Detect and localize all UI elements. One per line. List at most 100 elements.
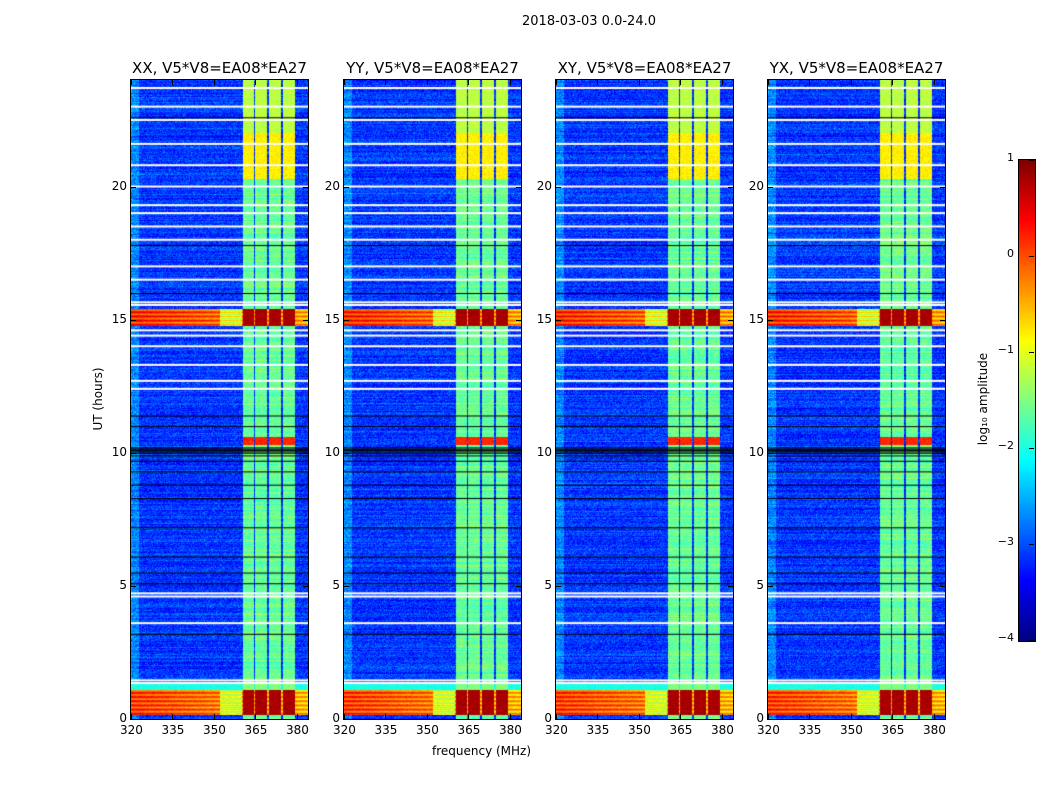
- x-tick-mark: [213, 80, 215, 85]
- y-tick-mark: [728, 186, 733, 188]
- x-tick-mark: [892, 80, 894, 85]
- y-tick-mark: [344, 452, 349, 454]
- x-tick-mark: [850, 80, 852, 85]
- spectrogram-heatmap: [344, 80, 521, 719]
- panel-title: YX, V5*V8=EA08*EA27: [769, 59, 944, 77]
- y-tick-mark: [768, 585, 773, 587]
- x-tick-mark: [768, 714, 769, 719]
- x-tick-mark: [721, 714, 723, 719]
- x-tick-label: 350: [202, 723, 226, 737]
- y-tick-label: 20: [324, 178, 340, 193]
- y-tick-mark: [344, 319, 349, 321]
- x-tick-label: 380: [498, 723, 522, 737]
- colorbar-tick-label: −4: [997, 631, 1014, 644]
- x-tick-label: 320: [545, 723, 568, 737]
- y-tick-label: 15: [536, 311, 552, 326]
- y-tick-mark: [131, 585, 136, 587]
- colorbar-tick-label: −2: [997, 439, 1014, 452]
- panel-title: YY, V5*V8=EA08*EA27: [346, 59, 519, 77]
- y-tick-mark: [556, 319, 561, 321]
- y-tick-mark: [728, 585, 733, 587]
- y-tick-mark: [940, 319, 945, 321]
- y-tick-label: 5: [332, 577, 340, 592]
- x-tick-mark: [172, 80, 174, 85]
- y-tick-label: 15: [111, 311, 127, 326]
- y-tick-mark: [556, 585, 561, 587]
- x-tick-mark: [509, 714, 511, 719]
- y-tick-mark: [940, 719, 945, 720]
- spectrogram-panel: [767, 79, 946, 720]
- y-tick-mark: [728, 319, 733, 321]
- x-tick-mark: [638, 80, 640, 85]
- x-tick-mark: [385, 714, 387, 719]
- y-tick-mark: [131, 186, 136, 188]
- x-tick-label: 320: [120, 723, 143, 737]
- x-tick-label: 335: [586, 723, 610, 737]
- colorbar-label: log₁₀ amplitude: [976, 352, 990, 446]
- colorbar-tick-mark: [1029, 256, 1034, 257]
- colorbar-tick-mark: [1029, 640, 1034, 641]
- y-tick-label: 5: [756, 577, 764, 592]
- y-tick-label: 10: [111, 444, 127, 459]
- x-tick-mark: [556, 80, 557, 85]
- y-tick-mark: [728, 452, 733, 454]
- y-tick-label: 15: [748, 311, 764, 326]
- colorbar-tick-mark: [1029, 544, 1034, 545]
- y-tick-label: 10: [748, 444, 764, 459]
- y-tick-mark: [556, 186, 561, 188]
- y-tick-mark: [516, 719, 521, 720]
- x-tick-mark: [213, 714, 215, 719]
- y-tick-mark: [131, 719, 136, 720]
- y-tick-mark: [768, 452, 773, 454]
- y-tick-label: 5: [119, 577, 127, 592]
- spectrogram-panel: [343, 79, 522, 720]
- x-tick-mark: [809, 714, 811, 719]
- spectrogram-heatmap: [556, 80, 733, 719]
- x-tick-label: 365: [669, 723, 693, 737]
- y-tick-mark: [940, 585, 945, 587]
- colorbar-tick-label: 1: [1007, 151, 1014, 164]
- x-tick-label: 320: [333, 723, 356, 737]
- panel-title: XX, V5*V8=EA08*EA27: [132, 59, 307, 77]
- colorbar-tick-mark: [1029, 352, 1034, 353]
- x-tick-mark: [344, 80, 345, 85]
- x-tick-label: 365: [457, 723, 481, 737]
- x-tick-label: 335: [161, 723, 185, 737]
- spectrogram-panel: [555, 79, 734, 720]
- y-tick-mark: [303, 719, 308, 720]
- y-tick-label: 15: [324, 311, 340, 326]
- x-tick-mark: [296, 80, 298, 85]
- colorbar-tick-label: −3: [997, 535, 1014, 548]
- y-tick-mark: [516, 585, 521, 587]
- x-tick-mark: [597, 714, 599, 719]
- colorbar-tick-label: 0: [1007, 247, 1014, 260]
- colorbar-tick-mark: [1029, 160, 1034, 161]
- x-tick-mark: [255, 80, 257, 85]
- y-tick-mark: [344, 585, 349, 587]
- panel-title: XY, V5*V8=EA08*EA27: [557, 59, 732, 77]
- x-tick-mark: [809, 80, 811, 85]
- x-tick-mark: [680, 80, 682, 85]
- x-tick-mark: [933, 80, 935, 85]
- y-tick-mark: [556, 719, 561, 720]
- y-tick-label: 0: [756, 711, 764, 725]
- spectrogram-heatmap: [131, 80, 308, 719]
- spectrogram-heatmap: [768, 80, 945, 719]
- y-tick-label: 5: [544, 577, 552, 592]
- x-tick-mark: [850, 714, 852, 719]
- y-tick-mark: [516, 186, 521, 188]
- y-tick-label: 0: [544, 711, 552, 725]
- x-tick-mark: [768, 80, 769, 85]
- y-tick-label: 0: [119, 711, 127, 725]
- y-tick-label: 20: [111, 178, 127, 193]
- y-tick-label: 20: [748, 178, 764, 193]
- colorbar: [1018, 159, 1036, 642]
- y-tick-mark: [303, 585, 308, 587]
- x-tick-label: 365: [881, 723, 905, 737]
- y-tick-label: 0: [332, 711, 340, 725]
- y-tick-mark: [303, 319, 308, 321]
- y-tick-label: 20: [536, 178, 552, 193]
- x-tick-mark: [638, 714, 640, 719]
- y-tick-mark: [131, 452, 136, 454]
